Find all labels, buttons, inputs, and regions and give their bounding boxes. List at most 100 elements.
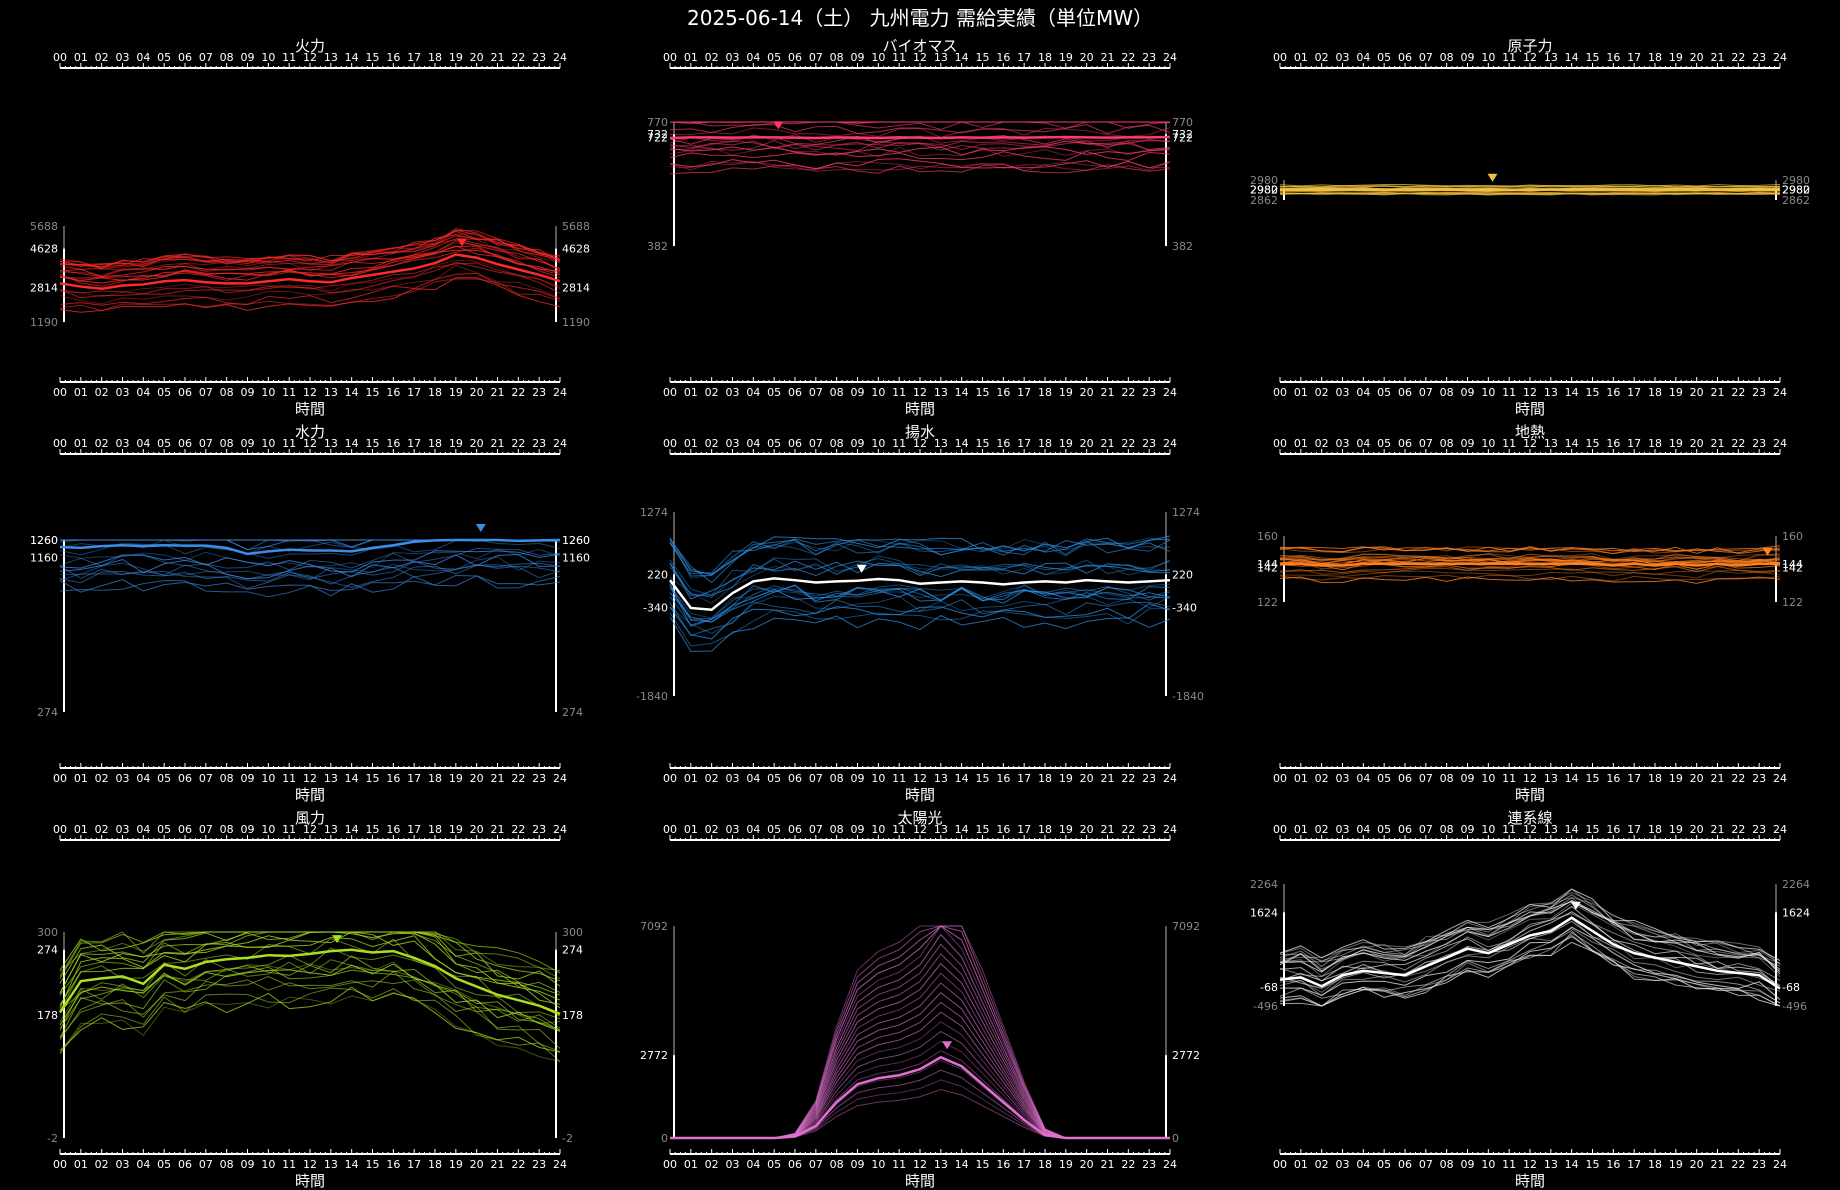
history-line [1279,545,1781,552]
x-tick-label: 13 [1544,1158,1558,1171]
current-series-line [670,1055,1170,1140]
x-tick-label: 19 [1669,51,1683,64]
x-tick-label: 15 [976,386,990,399]
y-min-label: 1190 [30,316,58,329]
x-tick-label: 08 [1440,437,1454,450]
x-tick-label: 19 [1669,1158,1683,1171]
x-tick-label: 05 [157,51,171,64]
x-tick-label: 21 [1101,51,1115,64]
x-tick-label: 15 [1586,437,1600,450]
x-tick-label: 20 [1080,1158,1094,1171]
x-tick-label: 14 [955,51,969,64]
x-tick-label: 18 [1038,1158,1052,1171]
history-line [669,158,1171,170]
x-tick-label: 09 [1461,772,1475,785]
x-tick-label: 16 [386,437,400,450]
x-tick-label: 04 [746,1158,760,1171]
x-tick-label: 21 [1711,1158,1725,1171]
x-tick-label: 03 [1336,437,1350,450]
x-tick-label: 11 [892,386,906,399]
history-line [59,272,561,306]
y-max-label: 300 [37,926,58,939]
x-tick-label: 13 [934,823,948,836]
x-tick-label: 10 [871,386,885,399]
history-line [669,615,1171,652]
x-tick-label: 23 [1752,1158,1766,1171]
x-tick-label: 13 [324,772,338,785]
x-tick-label: 12 [303,386,317,399]
x-tick-label: 02 [1315,51,1329,64]
history-line [669,538,1171,584]
x-tick-label: 12 [913,1158,927,1171]
x-tick-label: 10 [261,1158,275,1171]
x-tick-label: 17 [1017,386,1031,399]
x-tick-label: 05 [157,386,171,399]
y-avg-label: 2814 [562,281,590,294]
history-line [1279,189,1781,192]
x-tick-label: 00 [663,386,677,399]
x-tick-label: 16 [386,772,400,785]
x-tick-label: 04 [746,51,760,64]
y-min-label: 122 [1257,596,1278,609]
x-tick-label: 03 [726,772,740,785]
x-tick-label: 09 [851,1158,865,1171]
x-tick-label: 24 [1773,823,1787,836]
x-tick-label: 05 [1377,51,1391,64]
x-tick-label: 12 [1523,772,1537,785]
x-tick-label: 00 [1273,51,1287,64]
x-tick-label: 24 [553,437,567,450]
x-tick-label: 15 [976,437,990,450]
y-current-label: 2980 [1782,184,1810,197]
history-line [670,1079,1170,1139]
x-tick-label: 12 [913,772,927,785]
x-tick-label: 18 [1038,823,1052,836]
x-tick-label: 18 [428,823,442,836]
x-tick-label: 11 [282,386,296,399]
y-min-label: 2862 [1250,194,1278,207]
x-tick-label: 24 [1163,823,1177,836]
y-avg-label: -68 [1782,981,1800,994]
x-tick-label: 24 [1163,1158,1177,1171]
x-tick-label: 13 [1544,772,1558,785]
x-tick-label: 12 [913,437,927,450]
x-tick-label: 05 [157,1158,171,1171]
history-line [669,150,1171,161]
x-tick-label: 18 [1648,386,1662,399]
y-avg-label: 2982 [1250,183,1278,196]
history-line [1279,557,1781,565]
x-tick-label: 20 [1690,51,1704,64]
x-tick-label: 14 [1565,51,1579,64]
x-tick-label: 24 [1163,51,1177,64]
x-tick-label: 04 [136,1158,150,1171]
y-current-label: 1624 [1250,906,1278,919]
history-line [1279,565,1781,574]
x-tick-label: 20 [1690,772,1704,785]
x-tick-label: 08 [830,1158,844,1171]
x-tick-label: 10 [1481,772,1495,785]
history-line [669,140,1171,151]
x-tick-label: 03 [116,1158,130,1171]
x-tick-label: 21 [1101,437,1115,450]
y-current-label: 2980 [1250,184,1278,197]
x-tick-label: 24 [1163,772,1177,785]
y-current-label: 274 [37,944,58,957]
x-tick-label: 15 [366,823,380,836]
x-tick-label: 07 [199,437,213,450]
x-tick-label: 14 [345,1158,359,1171]
x-tick-label: 03 [116,386,130,399]
x-tick-label: 08 [830,823,844,836]
x-tick-label: 09 [851,386,865,399]
y-current-label: 274 [562,944,583,957]
y-avg-label: -340 [1172,601,1197,614]
x-tick-label: 12 [1523,51,1537,64]
x-tick-label: 16 [1606,772,1620,785]
history-line [59,575,561,597]
x-tick-label: 15 [1586,823,1600,836]
x-tick-label: 14 [345,437,359,450]
x-tick-label: 00 [1273,772,1287,785]
y-min-label: 2862 [1782,194,1810,207]
x-tick-label: 08 [830,772,844,785]
x-axis-label: 時間 [905,1172,935,1190]
y-current-label: 220 [1172,568,1193,581]
